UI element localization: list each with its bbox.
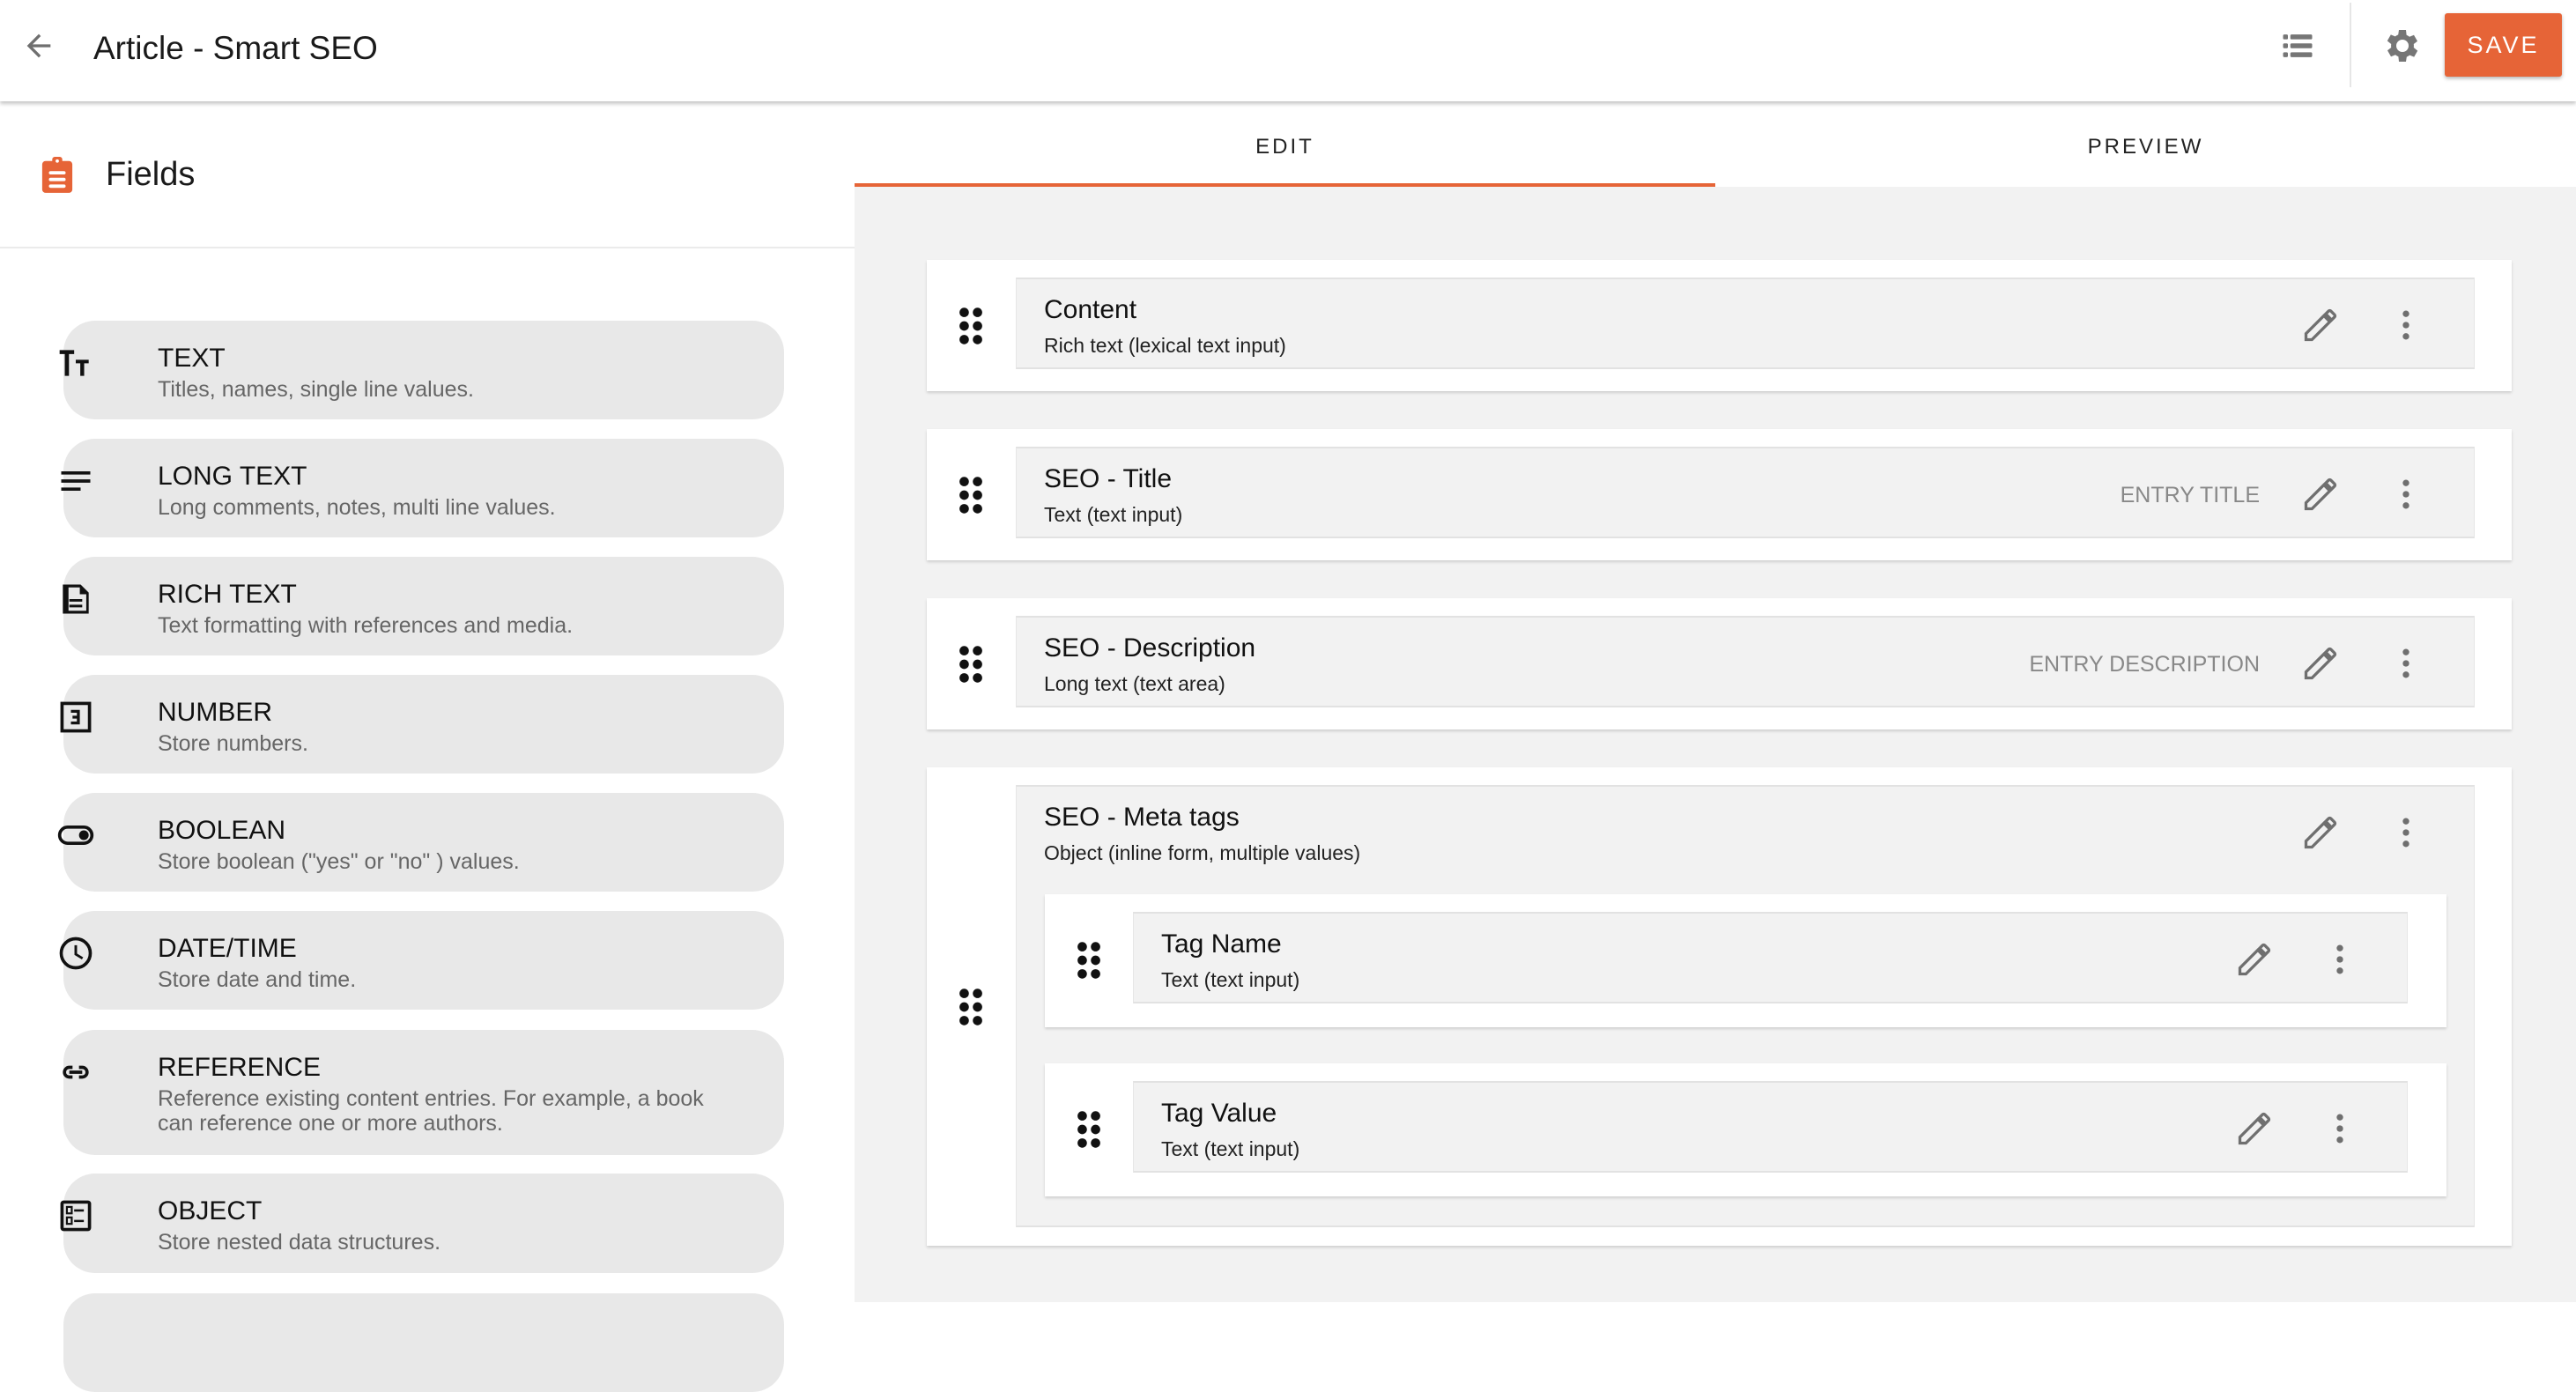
nested-field-row[interactable]: Tag Value Text (text input) [1133, 1081, 2408, 1173]
drag-handle-icon[interactable] [959, 307, 983, 344]
field-type-text[interactable]: TEXT Titles, names, single line values. [59, 321, 784, 419]
field-type-label: BOOLEAN [158, 816, 286, 845]
nested-field-card: Tag Value Text (text input) [1045, 1063, 2446, 1196]
app-header: Article - Smart SEO SAVE [0, 0, 2576, 101]
field-card: SEO - Title Text (text input) ENTRY TITLE [927, 429, 2512, 560]
list-view-icon[interactable] [2278, 26, 2317, 65]
page-title: Article - Smart SEO [93, 30, 378, 66]
tab-edit[interactable]: EDIT [855, 101, 1715, 187]
field-type-more[interactable] [63, 1293, 784, 1392]
field-type: Text (text input) [1044, 503, 1183, 526]
field-type: Text (text input) [1161, 1137, 1300, 1160]
field-type-description: Text formatting with references and medi… [158, 613, 574, 638]
edit-pencil-icon[interactable] [2301, 475, 2340, 514]
rich-text-icon [63, 584, 89, 614]
text-format-icon [59, 350, 89, 376]
field-name: SEO - Description [1044, 633, 1256, 663]
field-name: Content [1044, 295, 1137, 324]
drag-handle-icon[interactable] [1077, 1111, 1101, 1148]
field-type-date-time[interactable]: DATE/TIME Store date and time. [59, 911, 784, 1010]
field-type-description: Store numbers. [158, 731, 308, 756]
editor-panel: EDIT PREVIEW Content Rich text (lexical t… [855, 101, 2576, 1302]
back-arrow-icon[interactable] [21, 28, 56, 63]
drag-handle-icon[interactable] [959, 988, 983, 1025]
field-type: Object (inline form, multiple values) [1044, 841, 1361, 864]
field-type-label: NUMBER [158, 698, 273, 727]
long-text-icon [61, 471, 91, 491]
field-type-description: Store nested data structures. [158, 1230, 441, 1255]
gear-icon[interactable] [2381, 25, 2424, 67]
more-vert-icon[interactable] [2387, 306, 2425, 344]
clock-icon [59, 937, 93, 970]
field-type: Long text (text area) [1044, 672, 1225, 695]
field-name: Tag Name [1161, 929, 1282, 959]
drag-handle-icon[interactable] [959, 476, 983, 514]
more-vert-icon[interactable] [2387, 644, 2425, 683]
field-row[interactable]: Content Rich text (lexical text input) [1016, 278, 2475, 369]
drag-handle-icon[interactable] [959, 645, 983, 683]
field-type-object[interactable]: OBJECT Store nested data structures. [60, 1174, 784, 1273]
fields-header: Fields [0, 101, 855, 248]
nested-field-row[interactable]: Tag Name Text (text input) [1133, 912, 2408, 1003]
field-card: Content Rich text (lexical text input) [927, 260, 2512, 391]
field-type-reference[interactable]: REFERENCE Reference existing content entr… [63, 1030, 784, 1155]
field-name: SEO - Title [1044, 464, 1173, 493]
more-vert-icon[interactable] [2387, 475, 2425, 514]
edit-pencil-icon[interactable] [2235, 940, 2274, 979]
field-row[interactable]: SEO - Meta tags Object (inline form, mult… [1016, 785, 2475, 1227]
field-card: SEO - Description Long text (text area) EN… [927, 598, 2512, 729]
field-type-number[interactable]: NUMBER Store numbers. [60, 675, 784, 774]
field-name: SEO - Meta tags [1044, 803, 1240, 832]
fields-title: Fields [106, 156, 196, 193]
clipboard-icon [41, 157, 73, 193]
nested-field-card: Tag Name Text (text input) [1045, 894, 2446, 1027]
object-icon [60, 1200, 92, 1232]
edit-pencil-icon[interactable] [2235, 1109, 2274, 1148]
field-role-badge: ENTRY DESCRIPTION [2029, 652, 2260, 677]
field-type-description: Reference existing content entries. For … [158, 1086, 704, 1136]
field-type: Text (text input) [1161, 968, 1300, 991]
field-type-description: Titles, names, single line values. [158, 377, 474, 402]
field-type-label: LONG TEXT [158, 462, 307, 491]
number-icon [60, 701, 92, 733]
field-card: SEO - Meta tags Object (inline form, mult… [927, 767, 2512, 1246]
fields-sidebar: Fields TEXT Titles, names, single line va… [0, 101, 855, 1392]
field-type-description: Long comments, notes, multi line values. [158, 495, 556, 520]
tab-bar: EDIT PREVIEW [855, 101, 2576, 187]
toggle-icon [57, 826, 94, 845]
field-type-label: OBJECT [158, 1196, 263, 1225]
field-type-boolean[interactable]: BOOLEAN Store boolean ("yes" or "no" ) va… [57, 793, 784, 892]
link-icon [63, 1065, 89, 1079]
drag-handle-icon[interactable] [1077, 942, 1101, 979]
field-type-label: DATE/TIME [158, 934, 297, 963]
field-row[interactable]: SEO - Title Text (text input) ENTRY TITLE [1016, 447, 2475, 538]
save-button[interactable]: SAVE [2445, 13, 2562, 77]
more-vert-icon[interactable] [2321, 940, 2359, 979]
field-type-rich-text[interactable]: RICH TEXT Text formatting with references… [63, 557, 784, 655]
more-vert-icon[interactable] [2321, 1109, 2359, 1148]
edit-pencil-icon[interactable] [2301, 813, 2340, 852]
field-type-long-text[interactable]: LONG TEXT Long comments, notes, multi lin… [61, 439, 784, 537]
field-type-description: Store date and time. [158, 967, 357, 992]
field-type-label: TEXT [158, 344, 226, 373]
edit-pencil-icon[interactable] [2301, 644, 2340, 683]
field-role-badge: ENTRY TITLE [2120, 483, 2260, 507]
field-type-label: RICH TEXT [158, 580, 297, 609]
field-name: Tag Value [1161, 1099, 1277, 1128]
field-row[interactable]: SEO - Description Long text (text area) EN… [1016, 616, 2475, 707]
more-vert-icon[interactable] [2387, 813, 2425, 852]
field-type-label: REFERENCE [158, 1053, 322, 1082]
header-divider [2350, 3, 2351, 87]
edit-pencil-icon[interactable] [2301, 306, 2340, 344]
field-type-description: Store boolean ("yes" or "no" ) values. [158, 849, 520, 874]
tab-preview[interactable]: PREVIEW [2087, 135, 2204, 159]
field-type: Rich text (lexical text input) [1044, 334, 1286, 357]
